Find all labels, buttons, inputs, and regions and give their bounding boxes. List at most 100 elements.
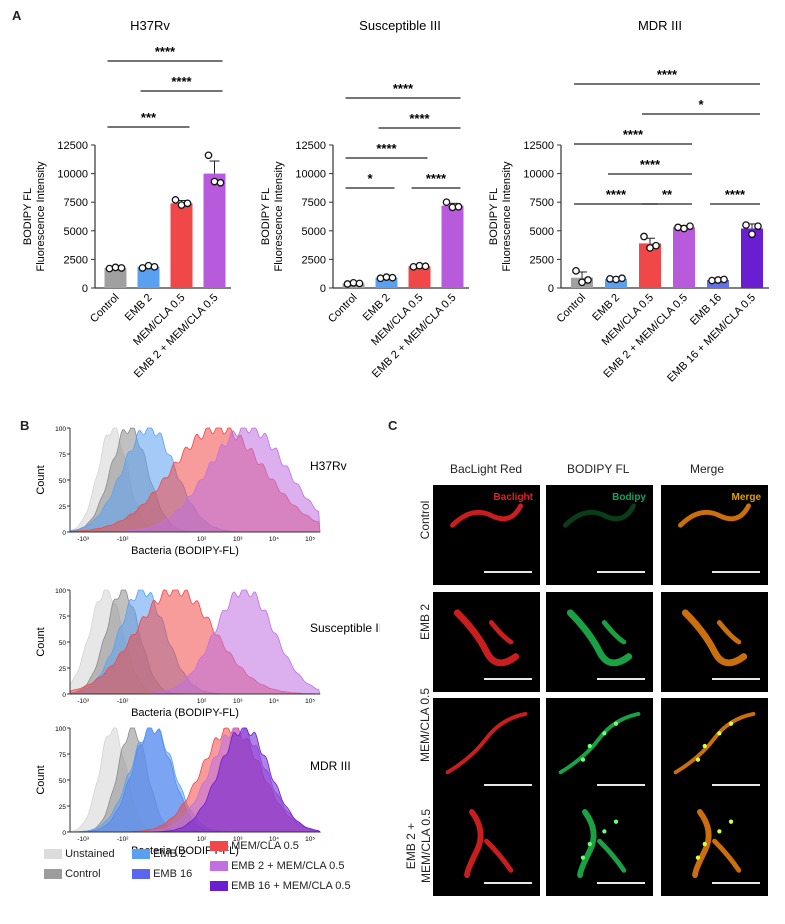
fluorescent-spot <box>613 721 619 726</box>
x-tick-label: -10³ <box>77 836 89 843</box>
y-axis-label: Count <box>35 765 47 794</box>
bar <box>741 228 763 288</box>
fluorescent-spot <box>728 721 734 726</box>
data-point <box>376 274 385 283</box>
bacteria-image <box>678 503 751 528</box>
data-point <box>183 199 192 208</box>
x-tick-label: 10⁴ <box>269 836 279 843</box>
legend-item: MEM/CLA 0.5 <box>210 840 299 852</box>
legend-swatch-unstained <box>44 849 62 860</box>
legend-label: EMB 16 + MEM/CLA 0.5 <box>231 880 351 892</box>
y-tick-label: 0 <box>320 283 326 295</box>
data-point <box>674 223 682 232</box>
bacteria-image <box>445 712 528 775</box>
scale-bar <box>597 571 645 573</box>
bacteria-shape <box>450 503 523 528</box>
data-point <box>442 198 451 207</box>
y-axis-label: Count <box>35 465 47 494</box>
x-tick-label: 10⁵ <box>305 836 315 843</box>
x-tick-label: -10² <box>117 536 129 543</box>
data-point <box>355 279 364 288</box>
bar-chart: Susceptible III 0 2500 5000 7500 10000 12500 BO… <box>260 18 469 380</box>
significance-label: * <box>698 97 704 112</box>
y-tick-label: 25 <box>59 666 67 673</box>
panel-label-b: B <box>20 418 30 433</box>
scale-bar <box>712 784 760 786</box>
y-tick-label: 100 <box>55 426 66 433</box>
significance-label: **** <box>409 111 430 126</box>
micrograph <box>661 592 768 692</box>
bar <box>375 277 398 288</box>
legend-item: Control <box>44 868 101 880</box>
data-point <box>572 266 580 275</box>
micrograph <box>546 796 653 896</box>
fluorescent-spot <box>717 829 722 834</box>
bacteria-shape <box>681 609 748 667</box>
data-point <box>210 177 219 186</box>
fluorescent-spot <box>580 855 586 860</box>
data-point <box>204 151 213 160</box>
bar <box>203 173 226 288</box>
x-tick-label: 10² <box>197 536 207 543</box>
scale-bar <box>484 784 532 786</box>
fluorescent-spot <box>602 829 607 834</box>
y-tick-label: 10000 <box>295 169 326 181</box>
y-tick-label: 12500 <box>57 140 88 152</box>
data-point <box>454 202 463 211</box>
micrograph <box>661 698 768 798</box>
y-tick-label: 0 <box>62 530 66 537</box>
x-tick-label: Control <box>88 292 122 326</box>
legend-swatch-emb2-memcla <box>210 861 228 872</box>
y-tick-label: 2500 <box>530 254 554 266</box>
bacteria-image <box>450 503 523 528</box>
bacteria-shape <box>488 620 514 645</box>
legend-swatch-memcla <box>210 841 228 852</box>
bacteria-shape <box>692 809 712 879</box>
bar-charts: H37Rv 0 2500 5000 7500 10000 12500 BODIPY FLFlu… <box>22 18 769 385</box>
fluorescent-spot <box>602 731 607 736</box>
x-tick-label: -10³ <box>77 698 89 705</box>
data-point <box>144 261 153 270</box>
bacteria-image <box>673 712 756 775</box>
micrograph <box>433 592 540 692</box>
significance-label: **** <box>606 187 627 202</box>
legend-label: Unstained <box>65 848 115 860</box>
bacteria-image <box>577 809 627 879</box>
fluorescent-spot <box>728 819 734 824</box>
y-tick-label: 2500 <box>302 254 326 266</box>
fluorescent-spot <box>613 819 619 824</box>
significance-label: **** <box>376 141 397 156</box>
micrograph <box>433 698 540 798</box>
bar <box>170 203 193 288</box>
legend-label: EMB 2 <box>153 848 187 860</box>
data-point <box>150 262 159 271</box>
y-tick-label: 10000 <box>57 169 88 181</box>
significance-label: **** <box>155 44 176 59</box>
scale-bar <box>484 882 532 884</box>
x-tick-label: 10⁵ <box>305 536 315 543</box>
bar-chart: H37Rv 0 2500 5000 7500 10000 12500 BODIPY FLFlu… <box>22 18 231 380</box>
chart-title: H37Rv <box>130 18 170 33</box>
significance-label: *** <box>141 110 157 125</box>
bar-chart: MDR III 0 2500 5000 7500 10000 12500 BODIPY FLF… <box>488 18 769 385</box>
scale-bar <box>597 678 645 680</box>
channel-tag: Merge <box>731 492 761 503</box>
x-tick-label: -10² <box>117 698 129 705</box>
x-tick-label: EMB 2 <box>123 292 155 324</box>
significance-label: **** <box>640 157 661 172</box>
y-tick-label: 50 <box>59 778 67 785</box>
x-tick-label: -10² <box>117 836 129 843</box>
legend-label: EMB 16 <box>153 868 193 880</box>
y-tick-label: 0 <box>62 692 66 699</box>
bacteria-image <box>692 809 742 879</box>
bacteria-image <box>681 609 748 667</box>
y-tick-label: 25 <box>59 504 67 511</box>
bar <box>408 266 431 288</box>
micrograph <box>546 698 653 798</box>
bacteria-image <box>563 503 636 528</box>
y-tick-label: 5000 <box>302 226 326 238</box>
y-tick-label: 75 <box>59 614 67 621</box>
data-point <box>421 262 430 271</box>
y-axis-label: Count <box>35 627 47 656</box>
x-tick-label: 10² <box>197 836 207 843</box>
